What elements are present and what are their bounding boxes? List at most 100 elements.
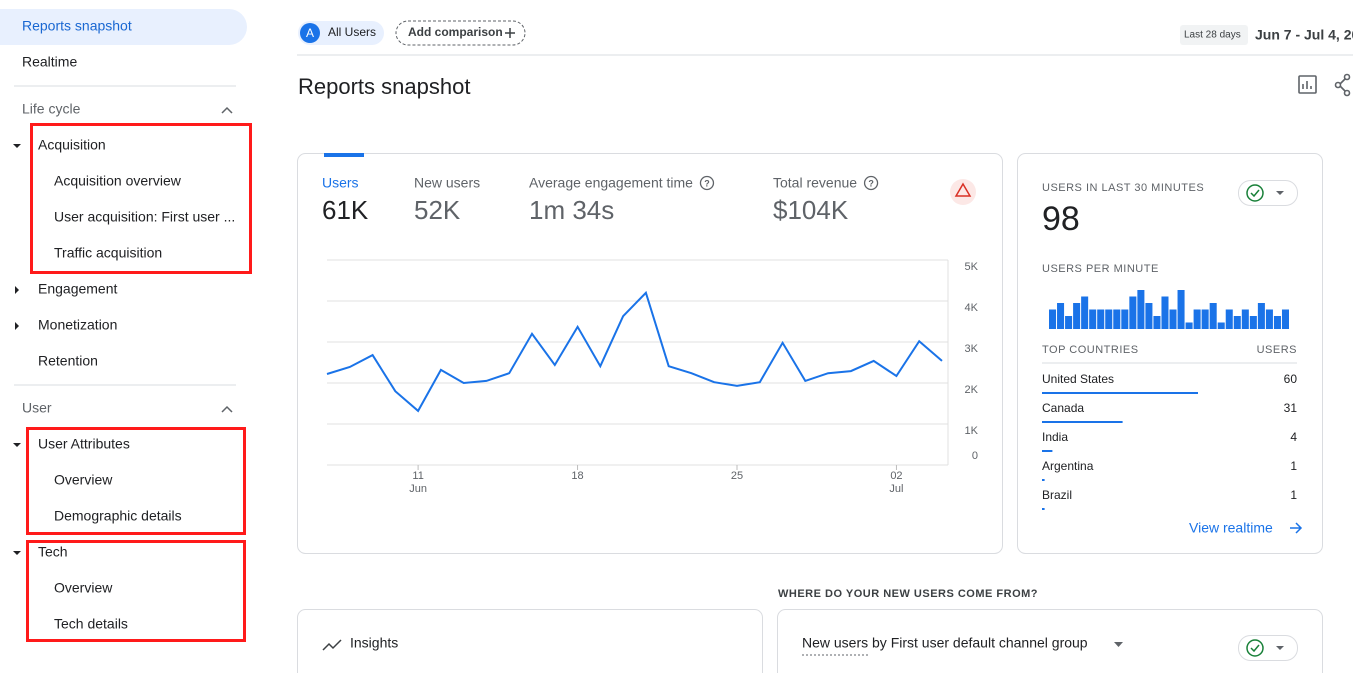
date-range[interactable]: Jun 7 - Jul 4, 20 [1255, 27, 1353, 43]
warning-bg[interactable] [950, 179, 976, 205]
minute-bar [1161, 296, 1169, 329]
status-chip[interactable] [1238, 635, 1298, 661]
minute-bar [1225, 309, 1233, 329]
share-icon[interactable] [1334, 73, 1351, 97]
x-tick-label: 18 [571, 470, 583, 482]
nav-group[interactable]: Engagement [38, 281, 118, 297]
nav-group[interactable]: Acquisition [38, 137, 106, 153]
per-minute-label: USERS PER MINUTE [1042, 263, 1159, 275]
realtime-count: 98 [1042, 200, 1080, 238]
sources-heading: WHERE DO YOUR NEW USERS COME FROM? [778, 588, 1038, 600]
dropdown-arrow[interactable] [1114, 642, 1123, 647]
segment-badge: A [306, 26, 314, 40]
minute-bar [1193, 309, 1201, 329]
channel-card-title[interactable]: New users by First user default channel … [802, 635, 1088, 651]
section-title[interactable]: User [22, 400, 52, 416]
metric-label[interactable]: Average engagement time [529, 175, 693, 191]
nav-item[interactable]: Overview [54, 472, 113, 488]
metric-value: 61K [322, 195, 369, 225]
metric-label[interactable]: Total revenue [773, 175, 857, 191]
minute-bar [1249, 316, 1257, 329]
check-mark [1250, 189, 1260, 198]
nav-item[interactable]: Demographic details [54, 508, 182, 524]
metric-value: $104K [773, 195, 849, 225]
customize-icon[interactable] [1298, 75, 1317, 94]
insights-icon [322, 639, 342, 651]
help-icon[interactable] [699, 175, 715, 191]
minute-bar [1073, 303, 1081, 329]
minute-bar [1185, 322, 1193, 329]
nav-group[interactable]: User Attributes [38, 436, 130, 452]
nav-group[interactable]: Tech [38, 544, 68, 560]
active-highlight [0, 9, 247, 45]
y-tick-label: 0 [972, 450, 978, 462]
channel-card [777, 609, 1323, 673]
realtime-card [1017, 153, 1323, 554]
minute-bar [1057, 303, 1065, 329]
minute-bar [1129, 296, 1137, 329]
nav-item[interactable]: Reports snapshot [22, 18, 132, 34]
segment-chip[interactable] [298, 21, 384, 45]
country-users: 1 [1290, 488, 1297, 502]
y-tick-label: 2K [965, 384, 979, 396]
minute-bar [1065, 316, 1073, 329]
nav-group[interactable]: Monetization [38, 317, 117, 333]
date-label: Last 28 days [1184, 30, 1241, 41]
minute-bar [1145, 303, 1153, 329]
country-bar [1042, 450, 1053, 452]
nav-item[interactable]: Realtime [22, 54, 77, 70]
minute-bar [1081, 296, 1089, 329]
country-name: India [1042, 430, 1068, 444]
country-users: 1 [1290, 459, 1297, 473]
metric-label[interactable]: New users [414, 175, 480, 191]
view-realtime-link[interactable]: View realtime [1189, 520, 1273, 536]
x-tick-month: Jul [889, 483, 903, 495]
minute-bar [1209, 303, 1217, 329]
minute-bar [1049, 309, 1057, 329]
chevron-up [221, 106, 233, 114]
insights-card [297, 609, 763, 673]
country-name: Canada [1042, 401, 1084, 415]
country-bar [1042, 392, 1198, 394]
dropdown-arrow [1276, 191, 1284, 195]
nav-item[interactable]: Tech details [54, 616, 128, 632]
annotation-box [26, 427, 246, 535]
x-tick-label: 11 [412, 470, 423, 482]
selected-tab-indicator [324, 153, 364, 157]
country-users: 31 [1284, 401, 1298, 415]
country-users: 4 [1290, 430, 1297, 444]
chevron-up [221, 405, 233, 413]
add-comparison[interactable]: Add comparison [408, 25, 503, 39]
country-name: Brazil [1042, 488, 1072, 502]
check-icon [1246, 184, 1264, 202]
minute-bar [1233, 316, 1241, 329]
page-title: Reports snapshot [298, 74, 470, 99]
x-tick-label: 25 [731, 470, 743, 482]
collapse-arrow [15, 322, 19, 330]
nav-item[interactable]: Acquisition overview [54, 173, 182, 189]
status-chip[interactable] [1238, 180, 1298, 206]
add-comparison-chip[interactable] [395, 20, 526, 46]
metric-label[interactable]: Users [322, 175, 359, 191]
help-icon[interactable] [863, 175, 879, 191]
nav-item[interactable]: Overview [54, 580, 113, 596]
dropdown-arrow [1276, 646, 1284, 650]
nav-item[interactable]: Traffic acquisition [54, 245, 162, 261]
y-tick-label: 3K [965, 343, 979, 355]
line-series [326, 290, 943, 413]
nav-item[interactable]: User acquisition: First user ... [54, 209, 235, 225]
metric-value: 1m 34s [529, 195, 614, 225]
arrow-icon [1290, 522, 1303, 534]
minute-bar [1169, 309, 1177, 329]
collapse-arrow [15, 286, 19, 294]
section-title[interactable]: Life cycle [22, 101, 81, 117]
check-icon [1246, 639, 1264, 657]
help-mark: ? [868, 178, 874, 188]
realtime-title: USERS IN LAST 30 MINUTES [1042, 182, 1204, 194]
expand-arrow [13, 551, 21, 555]
nav-group[interactable]: Retention [38, 353, 98, 369]
minute-bar [1137, 290, 1145, 329]
minute-bar [1153, 316, 1161, 329]
expand-arrow [13, 443, 21, 447]
